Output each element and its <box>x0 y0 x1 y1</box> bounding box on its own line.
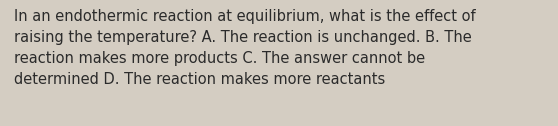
Text: In an endothermic reaction at equilibrium, what is the effect of
raising the tem: In an endothermic reaction at equilibriu… <box>14 9 475 87</box>
